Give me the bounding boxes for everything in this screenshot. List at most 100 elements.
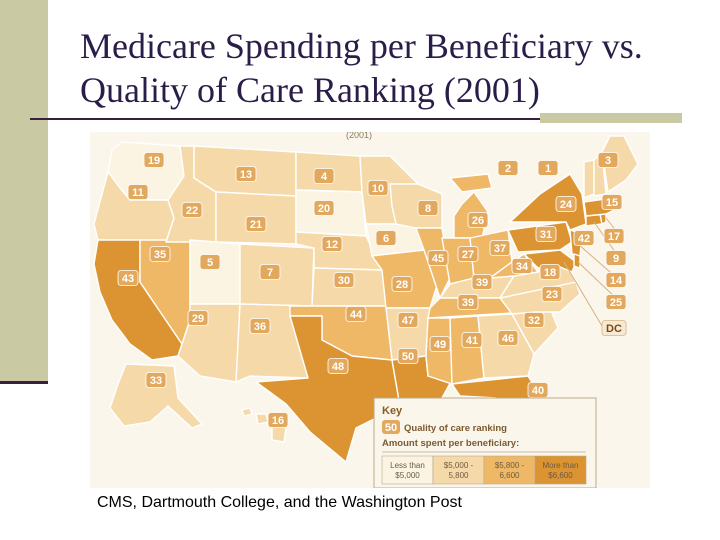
badge-id-rank: 21 — [250, 219, 262, 231]
badge-va: 18 — [539, 264, 561, 280]
state-me — [601, 135, 639, 193]
badge-me: 3 — [597, 152, 619, 168]
badge-nv: 35 — [149, 246, 171, 262]
badge-or-rank: 22 — [186, 205, 198, 217]
badge-co: 7 — [259, 264, 281, 280]
badge-pa: 31 — [535, 226, 557, 242]
badge-de: 25 — [605, 294, 627, 310]
badge-ak: 33 — [145, 372, 167, 388]
badge-oh-bg — [489, 240, 511, 256]
badge-wa-rank: 11 — [132, 187, 144, 199]
badge-ar: 47 — [397, 312, 419, 328]
badge-mi-bg — [467, 212, 489, 228]
badge-or-bg — [181, 202, 203, 218]
badge-wy: 13 — [235, 166, 257, 182]
badge-mo: 28 — [391, 276, 413, 292]
badge-nh-bg — [537, 160, 559, 176]
badge-ok-rank: 44 — [350, 309, 363, 321]
badge-hi: 16 — [267, 412, 289, 428]
badge-nj: 14 — [605, 272, 627, 288]
state-ak — [109, 363, 203, 429]
badge-ma: 15 — [601, 194, 623, 210]
badge-ca: 43 — [117, 270, 139, 286]
badge-sc-rank: 32 — [528, 315, 540, 327]
badge-ar-rank: 47 — [402, 315, 414, 327]
badge-md-bg — [573, 230, 595, 246]
badge-wy-rank: 13 — [240, 169, 252, 181]
callout-line-de — [577, 261, 619, 301]
slide-sidebar-band — [0, 0, 48, 381]
badge-ut: 5 — [199, 254, 221, 270]
badge-ok: 44 — [345, 306, 367, 322]
badge-ny: 24 — [555, 196, 577, 212]
badge-al: 41 — [461, 332, 483, 348]
badge-ga: 46 — [497, 330, 519, 346]
state-de — [573, 253, 581, 269]
badge-nj-rank: 14 — [610, 275, 623, 287]
state-ny — [509, 173, 587, 231]
badge-in-bg — [457, 246, 479, 262]
badge-nj-bg — [605, 272, 627, 288]
badge-in: 27 — [457, 246, 479, 262]
legend-bins: Less than$5,000 $5,000 -5,800 $5,800 -6,60… — [381, 455, 587, 485]
badge-ky: 39 — [471, 274, 493, 290]
badge-az-rank: 29 — [192, 313, 204, 325]
badge-nh-rank: 1 — [545, 163, 551, 175]
badge-oh-rank: 37 — [494, 243, 506, 255]
badge-ri-bg — [603, 228, 625, 244]
badge-fl: 40 — [527, 382, 549, 398]
badge-tx: 48 — [327, 358, 349, 374]
badge-ky-bg — [471, 274, 493, 290]
badge-co-bg — [259, 264, 281, 280]
badge-ga-rank: 46 — [502, 333, 514, 345]
badge-ca-rank: 43 — [122, 273, 134, 285]
badge-tx-rank: 48 — [332, 361, 344, 373]
badge-vt-rank: 2 — [505, 163, 511, 175]
badge-il-bg — [427, 250, 449, 266]
badge-hi-rank: 16 — [272, 415, 284, 427]
badge-dc-rank: DC — [606, 323, 622, 335]
badge-la-bg — [397, 348, 419, 364]
legend-badge-sample-label: 50 — [385, 422, 397, 434]
badge-ma-rank: 15 — [606, 197, 618, 209]
badge-nv-rank: 35 — [154, 249, 166, 261]
badge-mt-rank: 19 — [148, 155, 160, 167]
legend-bin-2-swatch — [432, 455, 485, 485]
badge-mn-rank: 10 — [372, 183, 384, 195]
badge-tn-rank: 39 — [462, 297, 474, 309]
state-ga — [477, 313, 535, 379]
state-vt — [583, 159, 595, 199]
badge-ri-rank: 17 — [608, 231, 620, 243]
badge-wv-bg — [511, 258, 533, 274]
badge-sd-bg — [313, 200, 335, 216]
badge-ar-bg — [397, 312, 419, 328]
badge-al-rank: 41 — [466, 335, 478, 347]
map-header-fragment: (2001) — [346, 132, 372, 140]
badge-az: 29 — [187, 310, 209, 326]
badge-nm: 36 — [249, 318, 271, 334]
legend-bin-1-swatch — [381, 455, 434, 485]
badge-wy-bg — [235, 166, 257, 182]
badge-ak-bg — [145, 372, 167, 388]
badge-ca-bg — [117, 270, 139, 286]
legend-bin-2-label-line2: 5,800 — [448, 471, 469, 480]
badge-vt-bg — [497, 160, 519, 176]
legend-quality-label: Quality of care ranking — [404, 423, 507, 434]
badge-ia-rank: 6 — [383, 233, 389, 245]
sidebar-bottom-rule — [0, 381, 48, 384]
badge-sc: 32 — [523, 312, 545, 328]
badge-ne-rank: 12 — [326, 239, 338, 251]
legend-bin-4-label-line2: $6,600 — [548, 471, 573, 480]
badge-wi: 8 — [417, 200, 439, 216]
badge-il: 45 — [427, 250, 449, 266]
badge-pa-rank: 31 — [540, 229, 552, 241]
badge-az-bg — [187, 310, 209, 326]
title-rule — [30, 118, 540, 120]
badge-fl-rank: 40 — [532, 385, 544, 397]
badge-ms: 49 — [429, 336, 451, 352]
badge-ct-rank: 9 — [613, 253, 619, 265]
badge-dc-bg — [601, 320, 627, 336]
badge-ri: 17 — [603, 228, 625, 244]
badge-de-rank: 25 — [610, 297, 622, 309]
badge-wv: 34 — [511, 258, 533, 274]
